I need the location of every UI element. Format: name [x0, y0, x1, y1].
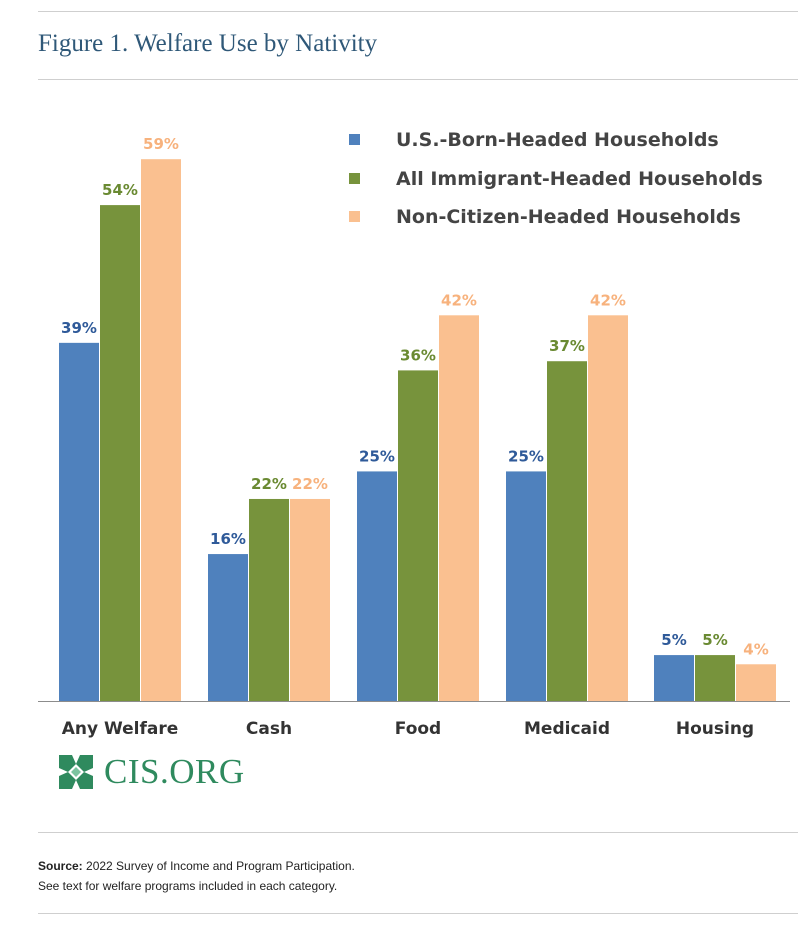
data-label-food-non-citizen-headed-households: 42%: [441, 291, 477, 309]
data-label-any-welfare-all-immigrant-headed-households: 54%: [102, 181, 138, 199]
legend-label-u-s-born-headed-households: U.S.-Born-Headed Households: [396, 129, 719, 151]
data-label-medicaid-u-s-born-headed-households: 25%: [508, 447, 544, 465]
x-tick-label-cash: Cash: [246, 719, 292, 739]
source-note: Source: 2022 Survey of Income and Progra…: [38, 856, 355, 896]
data-label-food-u-s-born-headed-households: 25%: [359, 447, 395, 465]
bar-any-welfare-all-immigrant-headed-households: [100, 205, 140, 701]
bar-housing-non-citizen-headed-households: [736, 664, 776, 701]
bottom-rule: [38, 913, 798, 914]
cis-logo: CIS.ORG: [56, 752, 245, 792]
legend-swatch-all-immigrant-headed-households: [349, 173, 360, 184]
legend-label-all-immigrant-headed-households: All Immigrant-Headed Households: [396, 168, 763, 190]
legend-swatch-non-citizen-headed-households: [349, 211, 360, 222]
legend-label-non-citizen-headed-households: Non-Citizen-Headed Households: [396, 206, 741, 228]
bar-medicaid-all-immigrant-headed-households: [547, 361, 587, 701]
source-label: Source:: [38, 859, 83, 873]
bar-medicaid-u-s-born-headed-households: [506, 471, 546, 701]
x-tick-label-medicaid: Medicaid: [524, 719, 610, 739]
data-label-housing-non-citizen-headed-households: 4%: [743, 640, 768, 658]
x-tick-label-any-welfare: Any Welfare: [62, 719, 179, 739]
bar-food-all-immigrant-headed-households: [398, 370, 438, 701]
bar-food-u-s-born-headed-households: [357, 471, 397, 701]
legend-swatch-u-s-born-headed-households: [349, 134, 360, 145]
source-rule: [38, 832, 798, 833]
x-tick-label-housing: Housing: [676, 719, 754, 739]
bar-any-welfare-non-citizen-headed-households: [141, 159, 181, 701]
bar-housing-all-immigrant-headed-households: [695, 655, 735, 701]
logo-text: CIS.ORG: [104, 752, 245, 791]
bar-cash-all-immigrant-headed-households: [249, 498, 289, 701]
bar-any-welfare-u-s-born-headed-households: [59, 342, 99, 701]
data-label-medicaid-all-immigrant-headed-households: 37%: [549, 337, 585, 355]
data-label-any-welfare-non-citizen-headed-households: 59%: [143, 135, 179, 153]
data-label-food-all-immigrant-headed-households: 36%: [400, 346, 436, 364]
top-rule: [38, 11, 798, 12]
data-label-medicaid-non-citizen-headed-households: 42%: [590, 291, 626, 309]
data-label-housing-u-s-born-headed-households: 5%: [661, 631, 686, 649]
data-label-housing-all-immigrant-headed-households: 5%: [702, 631, 727, 649]
source-text: 2022 Survey of Income and Program Partic…: [82, 859, 355, 873]
bar-medicaid-non-citizen-headed-households: [588, 315, 628, 701]
data-label-cash-non-citizen-headed-households: 22%: [292, 475, 328, 493]
bar-chart: 39% 16% 25% 25% 5% 54% 22% 36% 37% 5% 59% 22% 42% 42%…: [38, 129, 790, 739]
title-rule: [38, 79, 798, 80]
bar-housing-u-s-born-headed-households: [654, 655, 694, 701]
bar-cash-u-s-born-headed-households: [208, 554, 248, 701]
cis-emblem-icon: [59, 755, 93, 789]
data-label-any-welfare-u-s-born-headed-households: 39%: [61, 319, 97, 337]
bar-food-non-citizen-headed-households: [439, 315, 479, 701]
bar-cash-non-citizen-headed-households: [290, 498, 330, 701]
x-tick-label-food: Food: [395, 719, 441, 739]
source-programs-note: See text for welfare programs included i…: [38, 879, 338, 893]
data-label-cash-all-immigrant-headed-households: 22%: [251, 475, 287, 493]
data-label-cash-u-s-born-headed-households: 16%: [210, 530, 246, 548]
figure-title: Figure 1. Welfare Use by Nativity: [38, 30, 378, 57]
